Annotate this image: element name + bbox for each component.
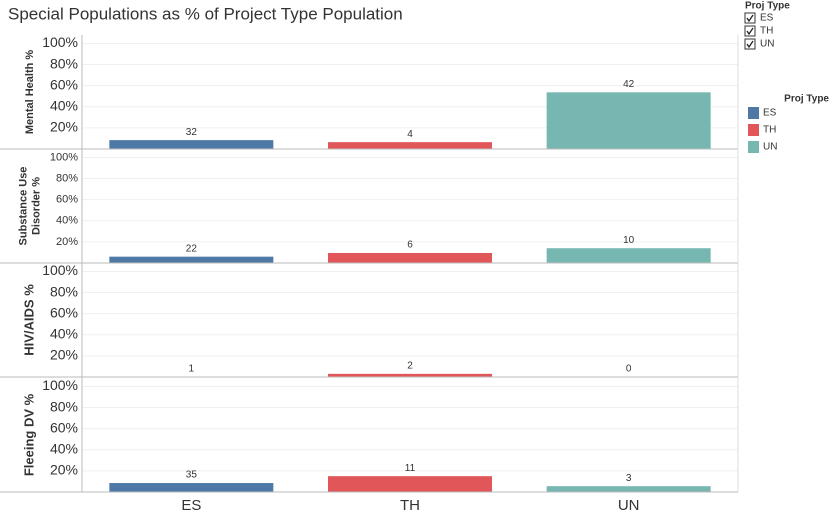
bar (109, 483, 274, 492)
x-tick-label: TH (400, 497, 420, 514)
filter-title: Proj Type (745, 1, 790, 12)
y-tick-label: 100% (50, 151, 78, 163)
y-tick-label: 80% (50, 55, 78, 71)
y-tick-label: 20% (50, 119, 78, 135)
y-tick-label: 60% (50, 419, 78, 435)
legend-swatch (748, 124, 759, 136)
y-tick-label: 80% (50, 398, 78, 414)
data-label: 4 (407, 129, 413, 140)
y-axis-label: Substance Use (17, 167, 29, 246)
checkmark (746, 27, 754, 36)
data-label: 0 (626, 364, 632, 375)
bar (546, 486, 711, 492)
legend-title: Proj Type (784, 94, 829, 105)
y-tick-label: 80% (56, 172, 78, 184)
y-tick-label: 40% (50, 97, 78, 113)
y-axis-label: Mental Health % (24, 50, 36, 135)
y-tick-label: 100% (42, 262, 78, 278)
legend-label: TH (763, 125, 776, 136)
y-tick-label: 60% (56, 194, 78, 206)
filter-item: ES (760, 13, 774, 24)
y-tick-label: 40% (56, 215, 78, 227)
y-tick-label: 100% (42, 377, 78, 393)
data-label: 1 (189, 363, 195, 374)
checkbox[interactable] (744, 38, 756, 50)
y-tick-label: 40% (50, 325, 78, 341)
data-label: 10 (623, 235, 635, 246)
chart-title: Special Populations as % of Project Type… (8, 4, 403, 23)
y-tick-label: 60% (50, 304, 78, 320)
bar (328, 142, 492, 149)
y-axis-label: HIV/AIDS % (21, 284, 36, 356)
checkmark (746, 40, 754, 49)
x-tick-label: ES (181, 497, 201, 514)
y-axis-label: Fleeing DV % (21, 393, 36, 476)
checkbox[interactable] (744, 25, 756, 37)
data-label: 32 (186, 127, 198, 138)
data-label: 22 (186, 243, 198, 254)
bar (328, 373, 492, 377)
bar (109, 140, 274, 149)
legend-swatch (748, 107, 759, 119)
y-tick-label: 100% (42, 34, 78, 50)
y-tick-label: 20% (50, 462, 78, 478)
bar (328, 476, 492, 492)
legend-label: ES (763, 108, 777, 119)
filter-item: TH (760, 26, 773, 37)
checkmark (746, 14, 754, 23)
data-label: 2 (407, 360, 413, 371)
y-tick-label: 40% (50, 440, 78, 456)
x-tick-label: UN (618, 497, 640, 514)
data-label: 42 (623, 79, 635, 90)
bar (546, 92, 711, 149)
data-label: 6 (407, 240, 413, 251)
checkbox[interactable] (744, 12, 756, 24)
filter-item: UN (760, 39, 774, 50)
y-axis-label: Disorder % (30, 177, 42, 235)
bar (328, 252, 492, 263)
legend-swatch (748, 141, 759, 153)
bar (546, 248, 711, 263)
data-label: 35 (186, 470, 198, 481)
y-tick-label: 20% (56, 236, 78, 248)
data-label: 3 (626, 473, 632, 484)
y-tick-label: 60% (50, 76, 78, 92)
y-tick-label: 80% (50, 283, 78, 299)
data-label: 11 (405, 463, 416, 474)
y-tick-label: 20% (50, 347, 78, 363)
legend-label: UN (763, 142, 777, 153)
bar (109, 256, 274, 263)
